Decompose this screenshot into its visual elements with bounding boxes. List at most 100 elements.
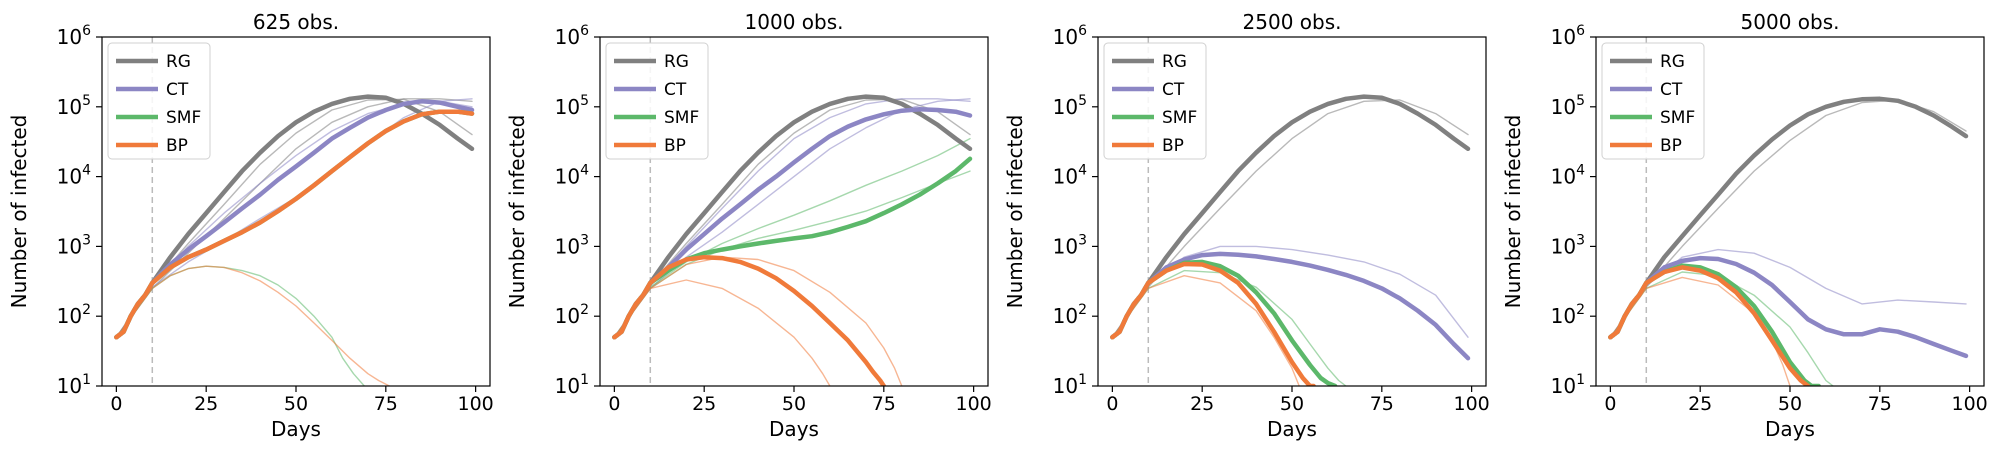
x-axis-label: Days: [769, 417, 819, 441]
series-line-bp-replicate: [1111, 275, 1300, 386]
y-tick-label: 106: [555, 23, 589, 49]
y-tick-exponent: 5: [82, 93, 91, 109]
y-axis-label: Number of infected: [1501, 115, 1525, 309]
x-axis-label: Days: [1765, 417, 1815, 441]
series-line-bp-mean: [1608, 265, 1811, 386]
series-line-ct-replicate: [1609, 248, 1967, 338]
series-line-bp-replicate: [115, 265, 391, 386]
y-tick-exponent: 5: [1078, 93, 1087, 109]
legend-label-smf: SMF: [1660, 108, 1695, 128]
legend-label-ct: CT: [1660, 80, 1683, 100]
legend-label-bp: BP: [166, 136, 188, 156]
y-tick-label: 102: [1053, 302, 1087, 328]
y-axis-label: Number of infected: [505, 115, 529, 309]
y-tick-label: 105: [1053, 93, 1087, 119]
legend-label-rg: RG: [1162, 52, 1187, 72]
y-tick-label: 105: [57, 93, 91, 119]
x-tick-label: 100: [1453, 393, 1489, 415]
y-tick-label: 103: [1551, 232, 1585, 258]
x-tick-label: 50: [1778, 393, 1802, 415]
series-line-smf-mean: [612, 156, 973, 340]
y-tick-label: 106: [57, 23, 91, 49]
y-tick-exponent: 4: [580, 163, 589, 179]
y-tick-label: 104: [555, 163, 589, 189]
y-axis-label: Number of infected: [1003, 115, 1027, 309]
y-tick-exponent: 1: [1078, 372, 1087, 388]
x-tick-label: 75: [1370, 393, 1394, 415]
legend-label-smf: SMF: [166, 108, 201, 128]
series-line-bp-mean: [612, 254, 887, 386]
y-tick-exponent: 6: [1078, 23, 1087, 39]
series-line-rg-replicate: [1111, 99, 1469, 338]
x-tick-label: 50: [284, 393, 308, 415]
y-tick-label: 106: [1551, 23, 1585, 49]
legend-label-bp: BP: [664, 136, 686, 156]
x-tick-label: 50: [782, 393, 806, 415]
y-tick-exponent: 1: [1576, 372, 1585, 388]
x-tick-label: 50: [1280, 393, 1304, 415]
x-tick-label: 0: [608, 393, 620, 415]
y-tick-label: 101: [1053, 372, 1087, 398]
y-tick-exponent: 3: [1078, 232, 1087, 248]
plot-area: [612, 37, 973, 386]
chart-title: 5000 obs.: [1741, 10, 1840, 34]
series-line-bp-mean: [114, 109, 475, 340]
y-tick-exponent: 2: [580, 302, 589, 318]
y-tick-label: 104: [57, 163, 91, 189]
legend: RG CT SMF BP: [1103, 42, 1207, 160]
legend: RG CT SMF BP: [605, 42, 709, 160]
plot-area: [1608, 37, 1969, 386]
x-tick-label: 0: [1604, 393, 1616, 415]
x-tick-label: 25: [1190, 393, 1214, 415]
y-tick-label: 101: [1551, 372, 1585, 398]
y-tick-exponent: 2: [1576, 302, 1585, 318]
legend-label-bp: BP: [1162, 136, 1184, 156]
x-tick-label: 0: [110, 393, 122, 415]
y-tick-label: 105: [555, 93, 589, 119]
y-tick-label: 105: [1551, 93, 1585, 119]
y-tick-exponent: 1: [580, 372, 589, 388]
legend-label-bp: BP: [1660, 136, 1682, 156]
series-line-bp-replicate: [613, 279, 831, 386]
legend-box: [1601, 42, 1705, 160]
y-tick-exponent: 2: [82, 302, 91, 318]
series-line-smf-replicate: [1609, 271, 1834, 386]
legend-box: [605, 42, 709, 160]
x-tick-label: 25: [194, 393, 218, 415]
series-line-smf-mean: [1110, 259, 1338, 386]
y-tick-label: 103: [555, 232, 589, 258]
legend-label-ct: CT: [1162, 80, 1185, 100]
legend-box: [1103, 42, 1207, 160]
y-tick-exponent: 3: [82, 232, 91, 248]
y-tick-label: 101: [57, 372, 91, 398]
legend: RG CT SMF BP: [107, 42, 211, 160]
series-line-bp-replicate: [613, 256, 903, 386]
legend-label-rg: RG: [664, 52, 689, 72]
x-tick-label: 100: [955, 393, 991, 415]
y-tick-label: 103: [1053, 232, 1087, 258]
y-tick-exponent: 5: [580, 93, 589, 109]
x-tick-label: 25: [1688, 393, 1712, 415]
y-tick-exponent: 5: [1576, 93, 1585, 109]
x-tick-label: 100: [457, 393, 493, 415]
x-tick-label: 0: [1106, 393, 1118, 415]
series-line-smf-replicate: [1111, 269, 1347, 386]
legend-label-smf: SMF: [664, 108, 699, 128]
y-tick-label: 106: [1053, 23, 1087, 49]
y-tick-exponent: 3: [580, 232, 589, 248]
x-tick-label: 75: [374, 393, 398, 415]
y-tick-label: 102: [555, 302, 589, 328]
y-tick-label: 102: [57, 302, 91, 328]
legend-label-rg: RG: [1660, 52, 1685, 72]
legend-box: [107, 42, 211, 160]
series-line-rg-replicate: [613, 98, 971, 338]
y-tick-exponent: 6: [580, 23, 589, 39]
y-tick-exponent: 6: [82, 23, 91, 39]
y-tick-exponent: 2: [1078, 302, 1087, 318]
y-tick-exponent: 4: [1078, 163, 1087, 179]
x-tick-label: 75: [872, 393, 896, 415]
legend-label-rg: RG: [166, 52, 191, 72]
y-tick-label: 101: [555, 372, 589, 398]
